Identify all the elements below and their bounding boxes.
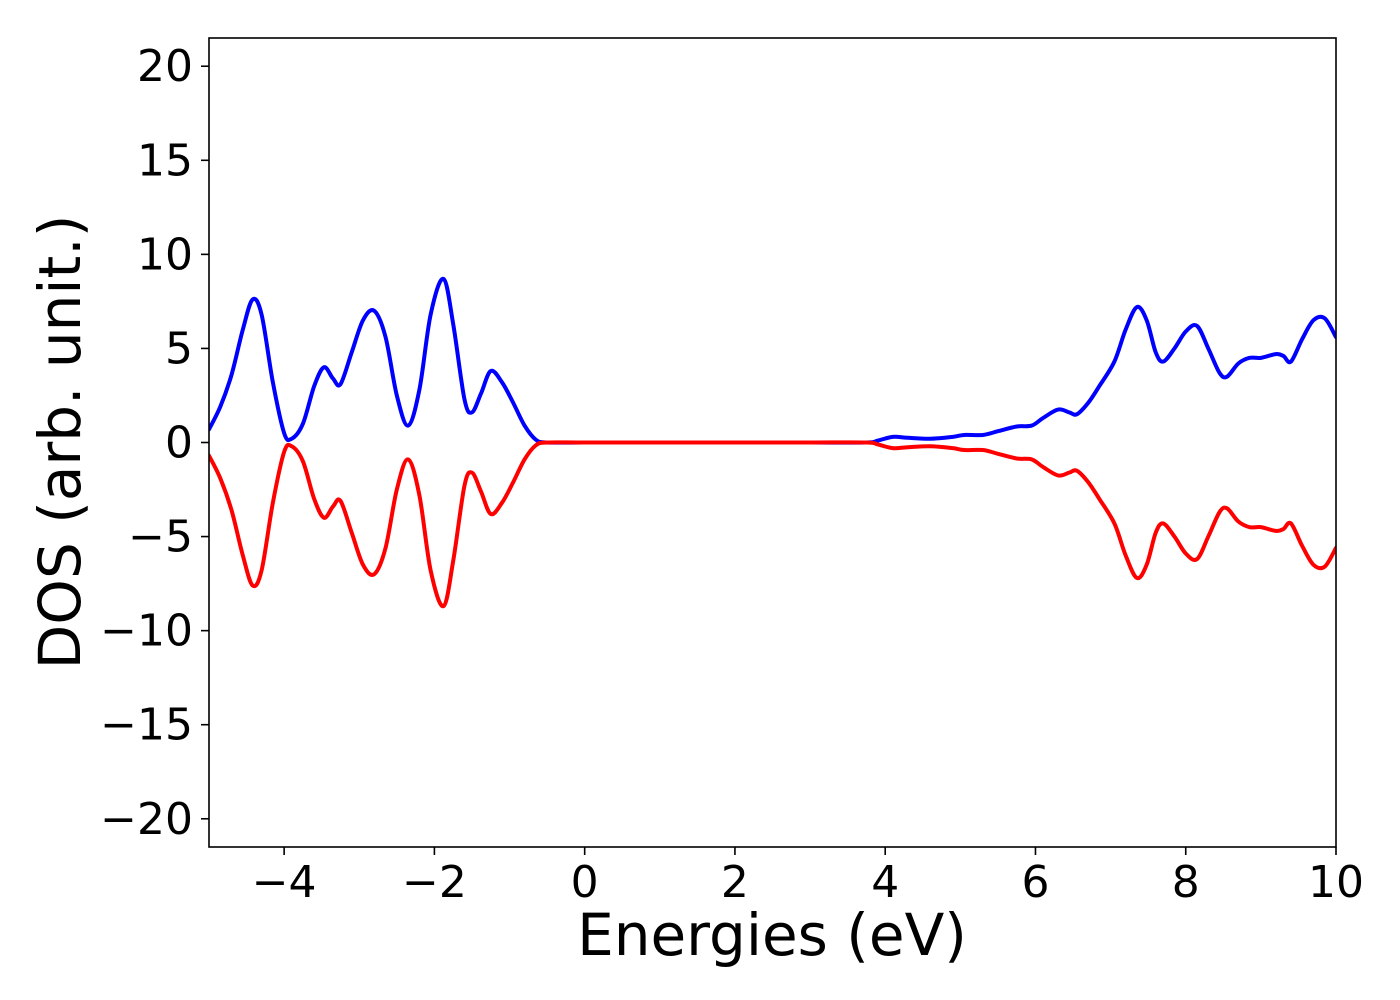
y-tick-label: 5 bbox=[165, 323, 193, 374]
y-tick-label: −5 bbox=[128, 512, 193, 563]
x-tick-label: 4 bbox=[871, 857, 899, 908]
x-tick-label: 2 bbox=[721, 857, 749, 908]
y-axis: −20 −15 −10 −5 0 5 10 15 20 bbox=[100, 41, 209, 845]
series-line-1 bbox=[209, 276, 1336, 445]
y-tick-label: 15 bbox=[137, 135, 193, 186]
x-tick-label: 10 bbox=[1308, 857, 1364, 908]
x-tick-label: −2 bbox=[402, 857, 467, 908]
x-axis: −4 −2 0 2 4 6 8 10 bbox=[252, 847, 1364, 908]
series-layer bbox=[209, 276, 1336, 609]
y-axis-label: DOS (arb. unit.) bbox=[26, 215, 94, 670]
x-tick-label: 6 bbox=[1021, 857, 1049, 908]
x-tick-label: −4 bbox=[252, 857, 317, 908]
y-tick-label: −20 bbox=[100, 794, 193, 845]
y-tick-label: −15 bbox=[100, 700, 193, 751]
y-tick-label: 20 bbox=[137, 41, 193, 92]
x-tick-label: 8 bbox=[1172, 857, 1200, 908]
x-axis-label: Energies (eV) bbox=[577, 901, 967, 969]
series-line-2 bbox=[209, 440, 1336, 609]
y-tick-label: 10 bbox=[137, 229, 193, 280]
y-tick-label: 0 bbox=[165, 418, 193, 469]
y-tick-label: −10 bbox=[100, 606, 193, 657]
x-tick-label: 0 bbox=[571, 857, 599, 908]
